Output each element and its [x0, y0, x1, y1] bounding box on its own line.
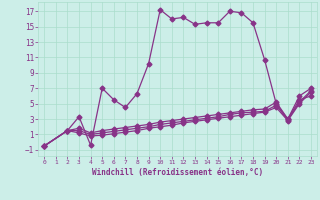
X-axis label: Windchill (Refroidissement éolien,°C): Windchill (Refroidissement éolien,°C) — [92, 168, 263, 177]
